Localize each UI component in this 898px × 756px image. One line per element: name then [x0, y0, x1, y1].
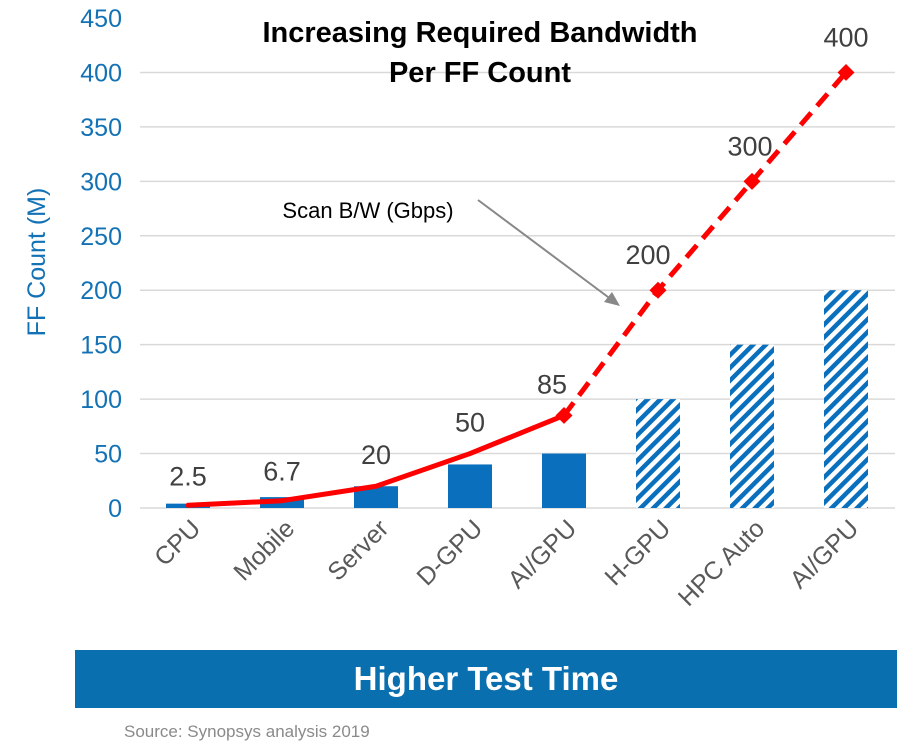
line-data-label: 85 [537, 369, 567, 399]
bandwidth-line-dashed [562, 70, 848, 417]
y-tick-label: 200 [80, 277, 122, 305]
source-note: Source: Synopsys analysis 2019 [124, 722, 370, 741]
bandwidth-line-solid [185, 412, 567, 508]
line-annotation: Scan B/W (Gbps) [282, 198, 453, 223]
y-tick-label: 300 [80, 168, 122, 196]
y-tick-label: 0 [108, 495, 122, 523]
y-tick-label: 400 [80, 59, 122, 87]
x-tick-label: D-GPU [411, 514, 488, 591]
line-data-label: 6.7 [263, 457, 301, 487]
y-tick-label: 100 [80, 386, 122, 414]
y-tick-label: 150 [80, 332, 122, 360]
line-data-label: 400 [823, 22, 868, 52]
chart-title-line-2: Per FF Count [389, 57, 571, 89]
bar-hpc-auto [730, 344, 774, 508]
line-marker [837, 63, 855, 81]
chart-title-line-1: Increasing Required Bandwidth [262, 17, 697, 49]
line-data-label: 300 [727, 131, 772, 161]
annotation-arrow [477, 199, 613, 301]
line-data-label: 2.5 [169, 461, 207, 491]
y-axis-label: FF Count (M) [23, 188, 51, 337]
line-data-label: 50 [455, 408, 485, 438]
bar-server [354, 486, 398, 508]
bar-ai-gpu [542, 453, 586, 508]
x-tick-label: H-GPU [599, 514, 676, 591]
x-tick-label: Server [322, 514, 394, 586]
bar-ai-gpu [824, 290, 868, 508]
line-data-label: 200 [625, 240, 670, 270]
line-marker [649, 281, 667, 299]
y-tick-label: 350 [80, 114, 122, 142]
y-tick-label: 50 [94, 441, 122, 469]
line-marker [555, 406, 573, 424]
x-tick-label: AI/GPU [785, 514, 865, 594]
bar-h-gpu [636, 399, 680, 508]
x-tick-label: Mobile [228, 514, 300, 586]
chart: 0 50 100 150 200 250 300 350 400 450 2.5 6.7 20 50 85… [23, 5, 895, 612]
annotation-arrowhead-icon [604, 292, 620, 306]
x-tick-label: AI/GPU [503, 514, 583, 594]
x-tick-label: HPC Auto [673, 514, 770, 611]
line-data-label: 20 [361, 440, 391, 470]
x-tick-label: CPU [149, 514, 206, 571]
line-marker [743, 172, 761, 190]
bar-d-gpu [448, 464, 492, 508]
higher-test-time-banner: Higher Test Time [75, 650, 897, 708]
y-tick-label: 450 [80, 5, 122, 33]
y-tick-label: 250 [80, 223, 122, 251]
